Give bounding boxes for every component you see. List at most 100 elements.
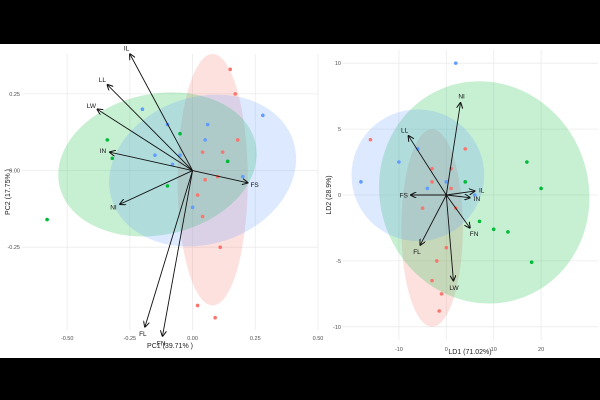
group-1-ellipse xyxy=(401,129,463,327)
loading-label-fs: FS xyxy=(400,193,409,200)
loading-arrow-ll xyxy=(107,85,193,171)
loading-label-in: IN xyxy=(474,196,481,203)
group-1-point xyxy=(439,292,444,296)
loading-label-ni: NI xyxy=(110,205,117,212)
group-3-point xyxy=(190,205,195,210)
group-3-point xyxy=(397,160,401,164)
x-tick-label: -10 xyxy=(395,347,403,353)
group-3-point xyxy=(140,107,145,111)
loading-arrow-lw xyxy=(97,109,193,171)
loading-arrow-il xyxy=(130,54,193,171)
loading-arrow-lw xyxy=(445,194,453,281)
group-2-point xyxy=(525,160,529,164)
group-2-point xyxy=(105,138,110,142)
chart-panel-1: IL LL LW IN NI FS FL FN -0.50 -0.25 0.00 0.25 0.50 0.… xyxy=(5,45,323,350)
loading-label-il: IL xyxy=(479,188,485,195)
group-3-point xyxy=(261,113,265,118)
gridlines xyxy=(22,54,319,330)
group-2-point xyxy=(225,159,230,164)
y-tick-label: -5 xyxy=(336,259,341,265)
group-3-point xyxy=(240,174,245,179)
group-1-point xyxy=(203,177,207,182)
loading-label-ll: LL xyxy=(401,127,409,134)
group-1-point xyxy=(200,150,205,154)
loading-arrow-fl xyxy=(420,194,447,245)
group-1-point xyxy=(233,92,238,96)
group-2-point xyxy=(463,180,468,184)
x-tick-label: 0.50 xyxy=(313,336,324,342)
x-tick-label: 10 xyxy=(491,347,497,353)
loading-arrow-ll xyxy=(408,136,447,196)
plot-area xyxy=(45,54,297,320)
group-3-point xyxy=(359,180,363,184)
group-3-point xyxy=(453,61,458,65)
loading-arrow-fs xyxy=(192,170,248,183)
y-tick-label: 10 xyxy=(335,61,341,67)
group-3-point xyxy=(444,180,449,184)
group-1-point xyxy=(218,245,222,249)
x-tick-label: 0.25 xyxy=(250,336,261,342)
group-1-point xyxy=(220,150,225,154)
loading-arrow-fl xyxy=(145,170,194,327)
loading-label-fl: FL xyxy=(413,249,421,256)
loading-label-il: IL xyxy=(124,45,130,52)
loading-arrow-fn xyxy=(445,194,470,228)
group-1-point xyxy=(200,214,205,219)
group-3-ellipse xyxy=(109,94,297,247)
y-tick-label: -10 xyxy=(333,325,341,331)
group-1-point xyxy=(449,186,453,191)
y-tick-label: 5 xyxy=(338,127,341,133)
group-1-point xyxy=(463,147,468,151)
group-2-point xyxy=(529,260,534,265)
loading-arrow-il xyxy=(446,191,474,196)
group-1-point xyxy=(430,278,434,283)
gridlines xyxy=(342,50,598,340)
x-tick-label: -0.50 xyxy=(61,336,74,342)
y-tick-label: 0.00 xyxy=(9,169,20,175)
group-1-point xyxy=(430,180,434,184)
group-1-point xyxy=(228,67,233,72)
group-1-point xyxy=(430,166,434,171)
group-2-point xyxy=(165,184,170,188)
loading-arrow-in xyxy=(446,195,470,198)
plot-area xyxy=(351,61,590,327)
group-1-ellipse xyxy=(177,54,248,306)
y-tick-label: -0.25 xyxy=(7,245,20,251)
group-2-point xyxy=(477,219,482,224)
loading-label-lw: LW xyxy=(87,103,97,110)
loading-label-fn: FN xyxy=(470,231,479,238)
group-1-point xyxy=(235,138,240,142)
group-3-point xyxy=(178,153,182,157)
group-3-ellipse xyxy=(351,109,485,242)
loading-label-ll: LL xyxy=(99,77,107,84)
group-3-point xyxy=(205,122,210,127)
loading-arrow-ni xyxy=(120,170,193,205)
loading-label-fs: FS xyxy=(250,182,259,189)
loading-label-lw: LW xyxy=(449,285,459,292)
loading-label-fn: FN xyxy=(157,341,166,348)
group-1-point xyxy=(420,206,425,210)
group-2-point xyxy=(491,227,496,232)
group-3-point xyxy=(203,138,207,142)
group-2-point xyxy=(539,186,543,191)
y-tick-label: 0 xyxy=(338,193,341,199)
x-tick-label: 0.00 xyxy=(187,336,198,342)
group-1-point xyxy=(195,303,200,308)
x-axis-title: LD1 (71.02%) xyxy=(448,349,491,356)
group-1-point xyxy=(368,137,373,142)
group-2-ellipse xyxy=(378,81,590,304)
x-tick-label: -0.25 xyxy=(124,336,137,342)
group-2-point xyxy=(506,230,510,234)
y-axis-title: LD2 (28.9%) xyxy=(326,175,333,214)
group-1-point xyxy=(195,193,200,197)
group-1-point xyxy=(435,259,439,263)
figure-canvas: IL LL LW IN NI FS FL FN -0.50 -0.25 0.00 0.25 0.50 0.… xyxy=(0,44,600,358)
group-1-point xyxy=(437,309,441,313)
loading-arrow-fn xyxy=(162,170,194,337)
group-1-point xyxy=(444,245,449,250)
y-tick-label: 0.25 xyxy=(9,92,20,98)
group-3-point xyxy=(153,153,157,157)
group-2-point xyxy=(178,131,182,136)
group-2-ellipse xyxy=(58,92,257,237)
group-3-point xyxy=(170,162,175,167)
